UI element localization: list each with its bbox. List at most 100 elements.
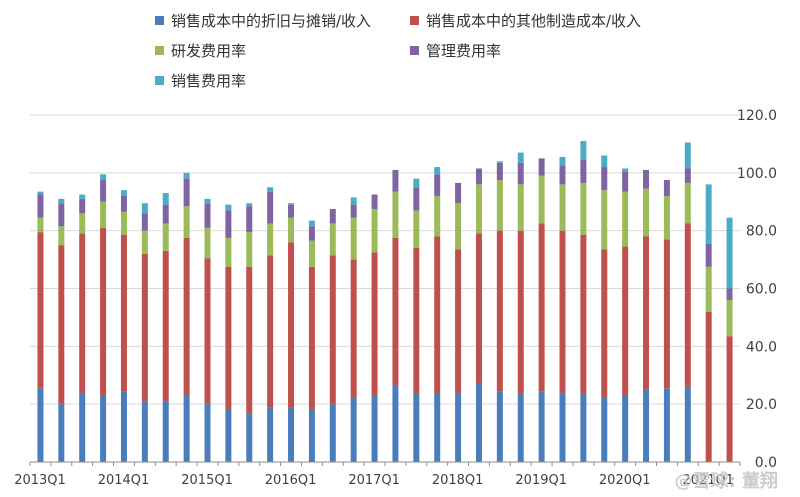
legend-swatch-rnd <box>155 46 164 55</box>
bar-segment <box>559 184 566 231</box>
x-tick-label: 2020Q1 <box>599 473 651 488</box>
bar-segment <box>141 253 148 402</box>
bar-segment <box>559 230 566 393</box>
bar-segment <box>329 404 336 462</box>
legend-label-rnd: 研发费用率 <box>171 42 247 60</box>
bar-segment <box>496 161 503 163</box>
bar-segment <box>517 394 524 462</box>
y-tick-label: 40.0 <box>746 339 777 355</box>
bar-segment <box>37 217 44 233</box>
bar-segment <box>120 195 127 212</box>
bar-segment <box>392 237 399 386</box>
bar-segment <box>37 232 44 389</box>
bar-group <box>455 182 462 462</box>
bar-segment <box>392 385 399 462</box>
bar-segment <box>413 394 420 462</box>
bar-segment <box>684 386 691 462</box>
bar-group <box>308 220 315 462</box>
bar-segment <box>455 203 462 250</box>
bar-segment <box>329 255 336 405</box>
bar-segment <box>684 168 691 183</box>
bar-segment <box>496 230 503 392</box>
bar-segment <box>350 204 357 218</box>
bar-segment <box>288 242 295 408</box>
bar-group <box>559 156 566 462</box>
bar-segment <box>79 213 86 234</box>
bar-group <box>392 169 399 462</box>
bar-segment <box>559 392 566 462</box>
bar-segment <box>601 190 608 250</box>
x-tick-label: 2021Q1 <box>682 473 734 488</box>
bar-segment <box>413 178 420 188</box>
bar-segment <box>246 232 253 267</box>
x-tick-label: 2016Q1 <box>265 473 317 488</box>
bar-segment <box>183 172 190 179</box>
bar-segment <box>183 395 190 462</box>
bar-segment <box>288 204 295 218</box>
bar-segment <box>434 174 441 196</box>
bar-segment <box>141 213 148 231</box>
y-tick-label: 20.0 <box>746 397 777 413</box>
bar-segment <box>37 194 44 218</box>
bar-segment <box>58 245 65 405</box>
bar-segment <box>580 235 587 395</box>
bar-segment <box>329 223 336 256</box>
x-tick-label: 2017Q1 <box>348 473 400 488</box>
bar-segment <box>350 217 357 260</box>
bar-group <box>663 180 670 462</box>
bar-group <box>434 167 441 462</box>
bar-group <box>726 217 733 462</box>
bar-segment <box>643 389 650 462</box>
bar-segment <box>267 223 274 256</box>
bar-segment <box>246 266 253 413</box>
bar-segment <box>663 239 670 389</box>
bar-group <box>267 187 274 462</box>
bar-segment <box>162 250 169 402</box>
bar-segment <box>538 175 545 224</box>
bar-segment <box>434 167 441 175</box>
bar-segment <box>141 203 148 214</box>
bar-segment <box>204 258 211 405</box>
bar-group <box>225 204 232 462</box>
bar-segment <box>580 141 587 160</box>
bar-segment <box>204 404 211 462</box>
legend-label-admin: 管理费用率 <box>426 42 502 60</box>
x-tick-label: 2019Q1 <box>515 473 567 488</box>
bar-segment <box>162 193 169 205</box>
bar-group <box>580 141 587 462</box>
bar-segment <box>475 383 482 462</box>
y-tick-label: 120.0 <box>737 108 777 124</box>
bar-segment <box>162 223 169 251</box>
bar-segment <box>204 198 211 204</box>
bar-segment <box>684 142 691 169</box>
legend-item-other-manufacturing: 销售成本中的其他制造成本/收入 <box>410 10 641 31</box>
bar-segment <box>663 388 670 462</box>
bar-segment <box>183 237 190 396</box>
bar-segment <box>392 191 399 238</box>
bar-segment <box>413 248 420 395</box>
bar-group <box>643 169 650 462</box>
bar-segment <box>371 252 378 396</box>
bar-segment <box>288 407 295 462</box>
bar-group <box>329 208 336 462</box>
bar-segment <box>350 259 357 397</box>
bar-segment <box>308 220 315 227</box>
bar-segment <box>538 391 545 462</box>
bar-segment <box>705 243 712 267</box>
legend-label-other-manufacturing: 销售成本中的其他制造成本/收入 <box>426 12 642 30</box>
bar-segment <box>517 184 524 231</box>
bar-segment <box>350 396 357 462</box>
bar-group <box>162 193 169 462</box>
bar-segment <box>246 206 253 233</box>
legend-swatch-other-manufacturing <box>410 16 419 25</box>
bar-segment <box>705 311 712 462</box>
bar-segment <box>371 395 378 462</box>
bar-segment <box>455 249 462 393</box>
bar-segment <box>183 206 190 238</box>
bar-segment <box>455 392 462 462</box>
legend-item-rnd: 研发费用率 <box>155 40 246 61</box>
bar-group <box>517 152 524 462</box>
bar-segment <box>455 182 462 204</box>
bar-segment <box>204 203 211 228</box>
legend-item-depreciation: 销售成本中的折旧与摊销/收入 <box>155 10 371 31</box>
